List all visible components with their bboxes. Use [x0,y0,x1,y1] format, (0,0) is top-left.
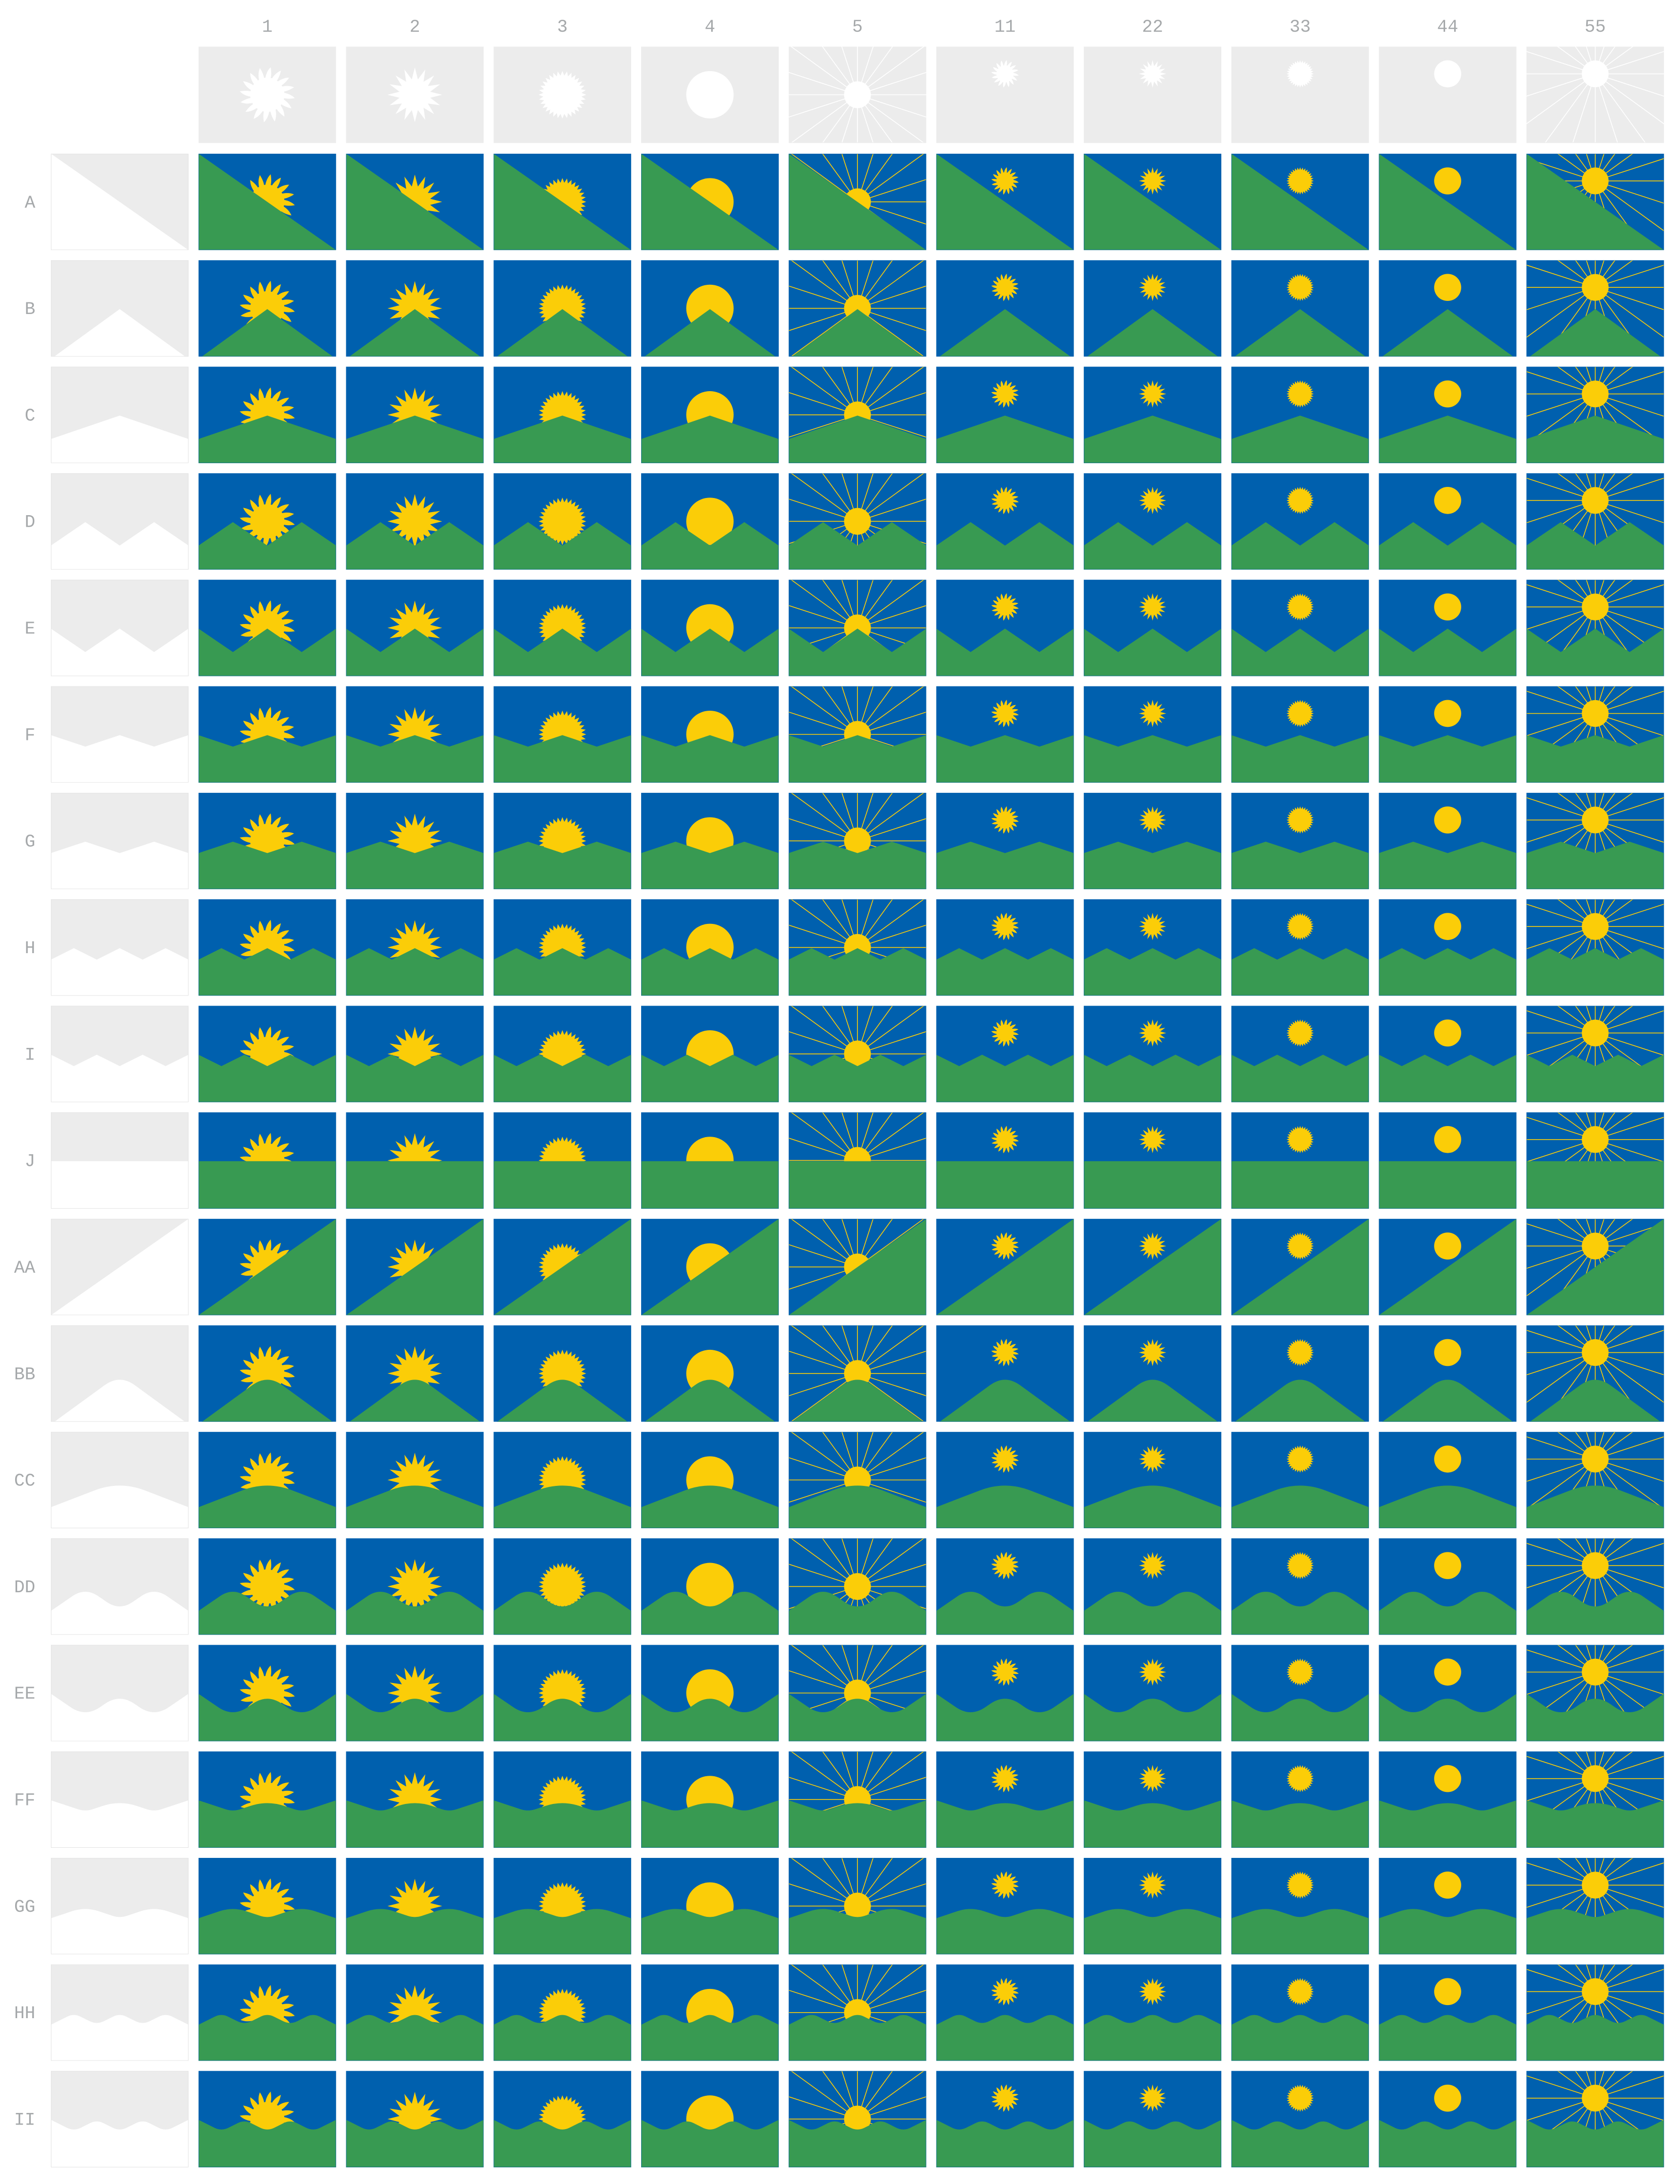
svg-text:55: 55 [1585,17,1606,37]
svg-text:44: 44 [1437,17,1458,37]
svg-text:A: A [25,193,35,213]
svg-text:E: E [25,619,35,639]
svg-text:HH: HH [14,2004,35,2024]
svg-text:I: I [25,1045,35,1065]
svg-text:J: J [25,1152,35,1172]
svg-text:F: F [25,725,35,745]
svg-text:CC: CC [14,1471,35,1491]
svg-text:C: C [25,406,35,426]
svg-text:B: B [25,299,35,320]
svg-text:AA: AA [14,1258,35,1278]
svg-text:H: H [25,939,35,959]
svg-text:FF: FF [14,1791,35,1811]
svg-text:GG: GG [14,1897,35,1917]
svg-text:4: 4 [705,17,715,37]
svg-text:II: II [14,2110,35,2131]
svg-text:2: 2 [410,17,420,37]
svg-text:EE: EE [14,1684,35,1704]
svg-text:1: 1 [262,17,273,37]
svg-text:D: D [25,513,35,533]
svg-text:11: 11 [994,17,1016,37]
svg-text:G: G [25,832,35,852]
svg-text:3: 3 [557,17,568,37]
svg-text:22: 22 [1142,17,1163,37]
svg-text:DD: DD [14,1578,35,1598]
svg-text:BB: BB [14,1364,35,1385]
svg-text:5: 5 [852,17,863,37]
svg-text:33: 33 [1289,17,1311,37]
